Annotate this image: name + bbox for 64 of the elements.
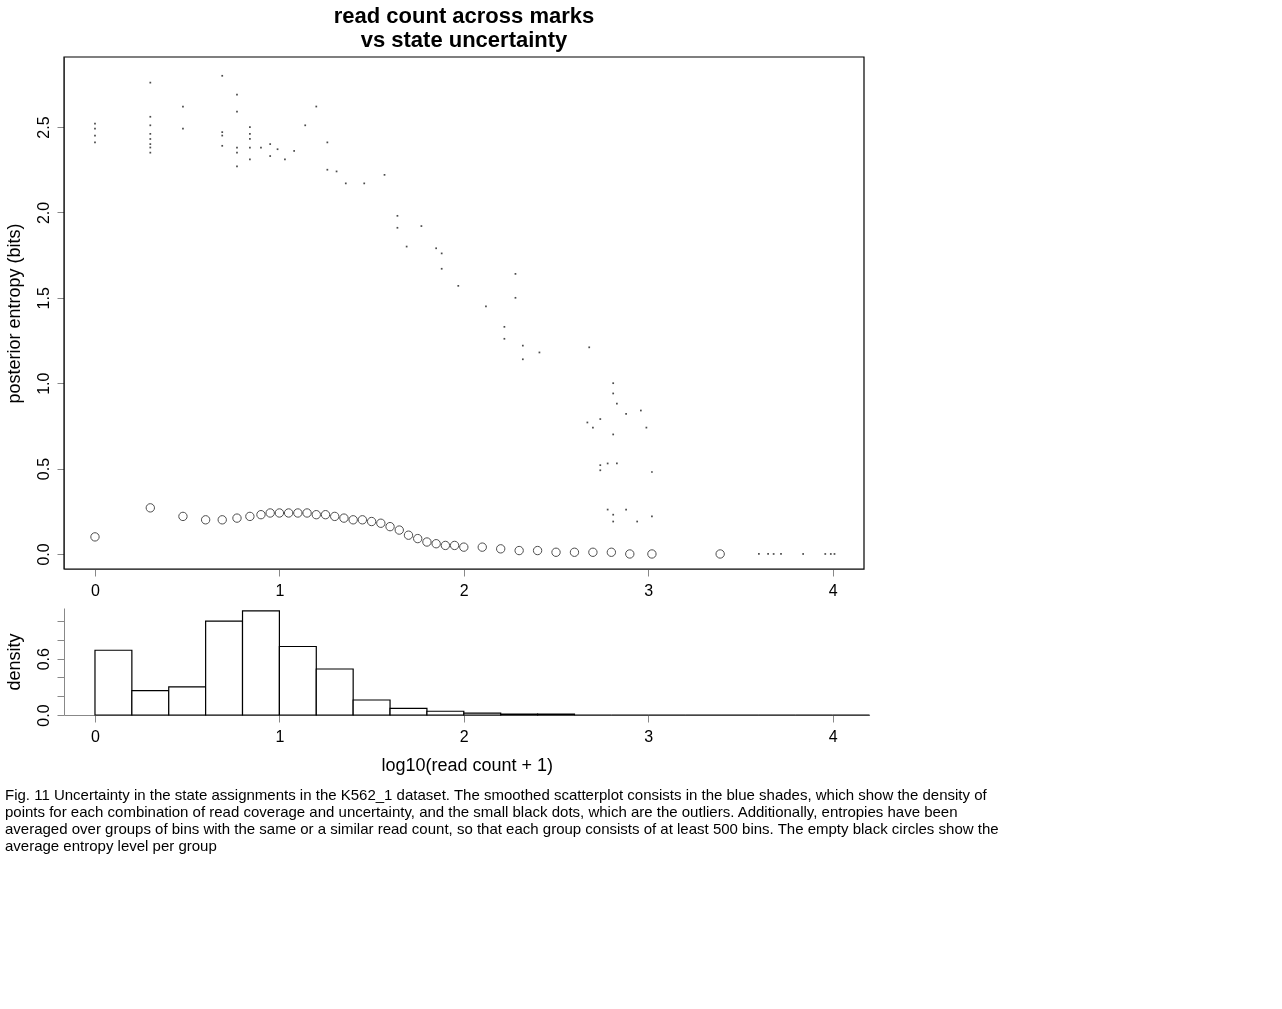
- point: [449, 540, 460, 551]
- y-tick-label: 0.5: [34, 457, 52, 481]
- y-tick-label: 2.5: [34, 116, 52, 139]
- point: [385, 521, 395, 532]
- x-tick-label: 1: [275, 581, 285, 599]
- y-tick-label: 2.0: [34, 201, 52, 225]
- chart-title: read count across marks vs state uncertainty: [333, 3, 595, 53]
- point: [431, 539, 441, 549]
- point: [217, 515, 227, 525]
- y-tick-label: 0.0: [34, 704, 52, 727]
- point: [413, 533, 423, 544]
- point: [256, 510, 266, 520]
- point: [647, 549, 657, 559]
- point: [178, 511, 188, 522]
- point: [200, 515, 211, 525]
- point: [293, 508, 303, 518]
- point: [283, 508, 294, 518]
- x-tick-label: 2: [459, 727, 469, 745]
- x-tick-label: 0: [91, 727, 101, 745]
- point: [440, 540, 451, 551]
- y-tick-label: 1.0: [34, 372, 52, 395]
- y-axis-title: density: [3, 633, 24, 691]
- x-axis-title: log10(read count + 1): [381, 754, 554, 775]
- point: [403, 530, 414, 540]
- x-tick-label: 1: [275, 727, 285, 745]
- x-tick-label: 2: [459, 581, 469, 599]
- point: [311, 510, 321, 520]
- point: [569, 547, 580, 557]
- x-tick-label: 4: [828, 581, 838, 599]
- point: [459, 542, 469, 552]
- x-tick-label: 3: [644, 727, 654, 745]
- point: [265, 508, 275, 518]
- point: [90, 532, 100, 542]
- point: [320, 510, 331, 520]
- x-tick-label: 3: [644, 581, 654, 599]
- y-tick-label: 1.5: [34, 287, 52, 310]
- point: [715, 549, 725, 559]
- point: [245, 511, 255, 522]
- point: [606, 547, 617, 557]
- y-axis-title: posterior entropy (bits): [3, 223, 24, 404]
- point: [532, 545, 543, 556]
- point: [339, 513, 349, 523]
- x-tick-label: 0: [91, 581, 101, 599]
- point: [376, 518, 386, 528]
- x-tick-label: 4: [828, 727, 838, 745]
- point: [232, 513, 242, 523]
- caption: Fig. 11 Uncertainty in the state assignments in the K562_1 dataset. The smoothed scatterplot consists in the blue shades, which show the density of points for each combination of read coverage and uncertainty, and the small black dots, which are the outliers. Additionally, entropies have been averaged over groups of bins with the same or a similar read count, so that each group consists of at least 500 bins. The empty black circles show the average entropy level per group: [5, 786, 999, 854]
- point: [357, 515, 368, 525]
- point: [145, 503, 155, 513]
- point: [422, 537, 432, 547]
- point: [551, 547, 561, 557]
- point: [625, 549, 635, 559]
- point: [477, 542, 487, 552]
- point: [588, 547, 598, 557]
- point: [274, 508, 285, 518]
- point: [496, 544, 506, 554]
- point: [302, 508, 312, 518]
- point: [348, 515, 358, 525]
- point: [394, 525, 404, 535]
- point: [330, 511, 340, 522]
- y-tick-label: 0.0: [34, 543, 52, 566]
- point: [514, 545, 524, 556]
- point: [366, 516, 377, 527]
- y-tick-label: 0.6: [34, 647, 52, 671]
